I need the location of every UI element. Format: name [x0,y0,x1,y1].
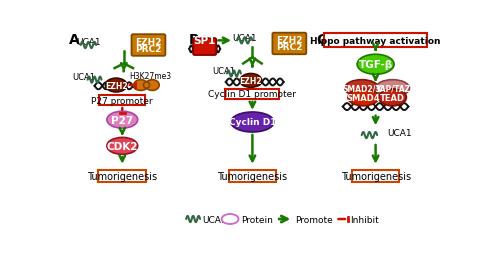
Text: Protein: Protein [241,215,272,224]
Text: SMAD2/3: SMAD2/3 [342,84,381,93]
Text: EZH2: EZH2 [240,77,262,86]
Text: P27: P27 [111,115,134,125]
FancyBboxPatch shape [99,96,146,106]
Ellipse shape [146,80,159,91]
Text: UCA1: UCA1 [212,67,236,75]
FancyBboxPatch shape [98,170,146,182]
Text: SP1: SP1 [194,36,216,46]
FancyBboxPatch shape [226,89,280,99]
Text: P27 promoter: P27 promoter [92,97,153,105]
Text: Promote: Promote [296,215,334,224]
FancyBboxPatch shape [228,170,276,182]
Ellipse shape [376,80,410,97]
Text: UCA1: UCA1 [387,129,412,138]
Text: Tumorigenesis: Tumorigenesis [340,171,410,181]
Ellipse shape [106,79,127,93]
Text: EZH2: EZH2 [105,81,128,90]
Ellipse shape [222,214,238,224]
Ellipse shape [240,74,262,88]
Ellipse shape [357,55,394,75]
Text: UCA1: UCA1 [72,73,96,82]
Text: Cyclin D1: Cyclin D1 [228,118,276,127]
Ellipse shape [348,90,378,106]
Text: CDK2: CDK2 [106,141,138,151]
Text: UCA1: UCA1 [76,38,100,47]
Ellipse shape [231,113,274,133]
Ellipse shape [378,90,406,106]
Text: EZH2: EZH2 [276,36,302,45]
Ellipse shape [107,138,138,155]
Text: UCA1: UCA1 [232,34,257,42]
Text: Hippo pathway activation: Hippo pathway activation [310,37,441,46]
Text: Inhibit: Inhibit [350,215,379,224]
Ellipse shape [107,112,138,129]
Text: B: B [188,33,199,47]
Ellipse shape [144,83,150,89]
FancyBboxPatch shape [272,34,306,55]
Text: Tumorigenesis: Tumorigenesis [218,171,288,181]
FancyBboxPatch shape [324,34,427,47]
FancyBboxPatch shape [132,35,166,57]
Text: YAP/TAZ: YAP/TAZ [375,84,410,93]
Text: TEAD: TEAD [380,93,405,102]
Text: PRC2: PRC2 [136,44,162,53]
Text: TGF-β: TGF-β [358,60,392,70]
Ellipse shape [345,80,378,97]
Text: UCA1: UCA1 [202,215,227,224]
FancyBboxPatch shape [352,170,400,182]
Text: SMAD4: SMAD4 [346,93,380,102]
Text: H3K27me3: H3K27me3 [129,72,171,81]
Text: Cyclin D1 promoter: Cyclin D1 promoter [208,90,296,99]
Text: PRC2: PRC2 [276,43,302,52]
Ellipse shape [134,80,147,91]
Text: EZH2: EZH2 [135,38,162,46]
Text: C: C [316,33,326,47]
FancyBboxPatch shape [193,39,216,56]
Text: Tumorigenesis: Tumorigenesis [87,171,158,181]
Text: A: A [69,33,80,47]
